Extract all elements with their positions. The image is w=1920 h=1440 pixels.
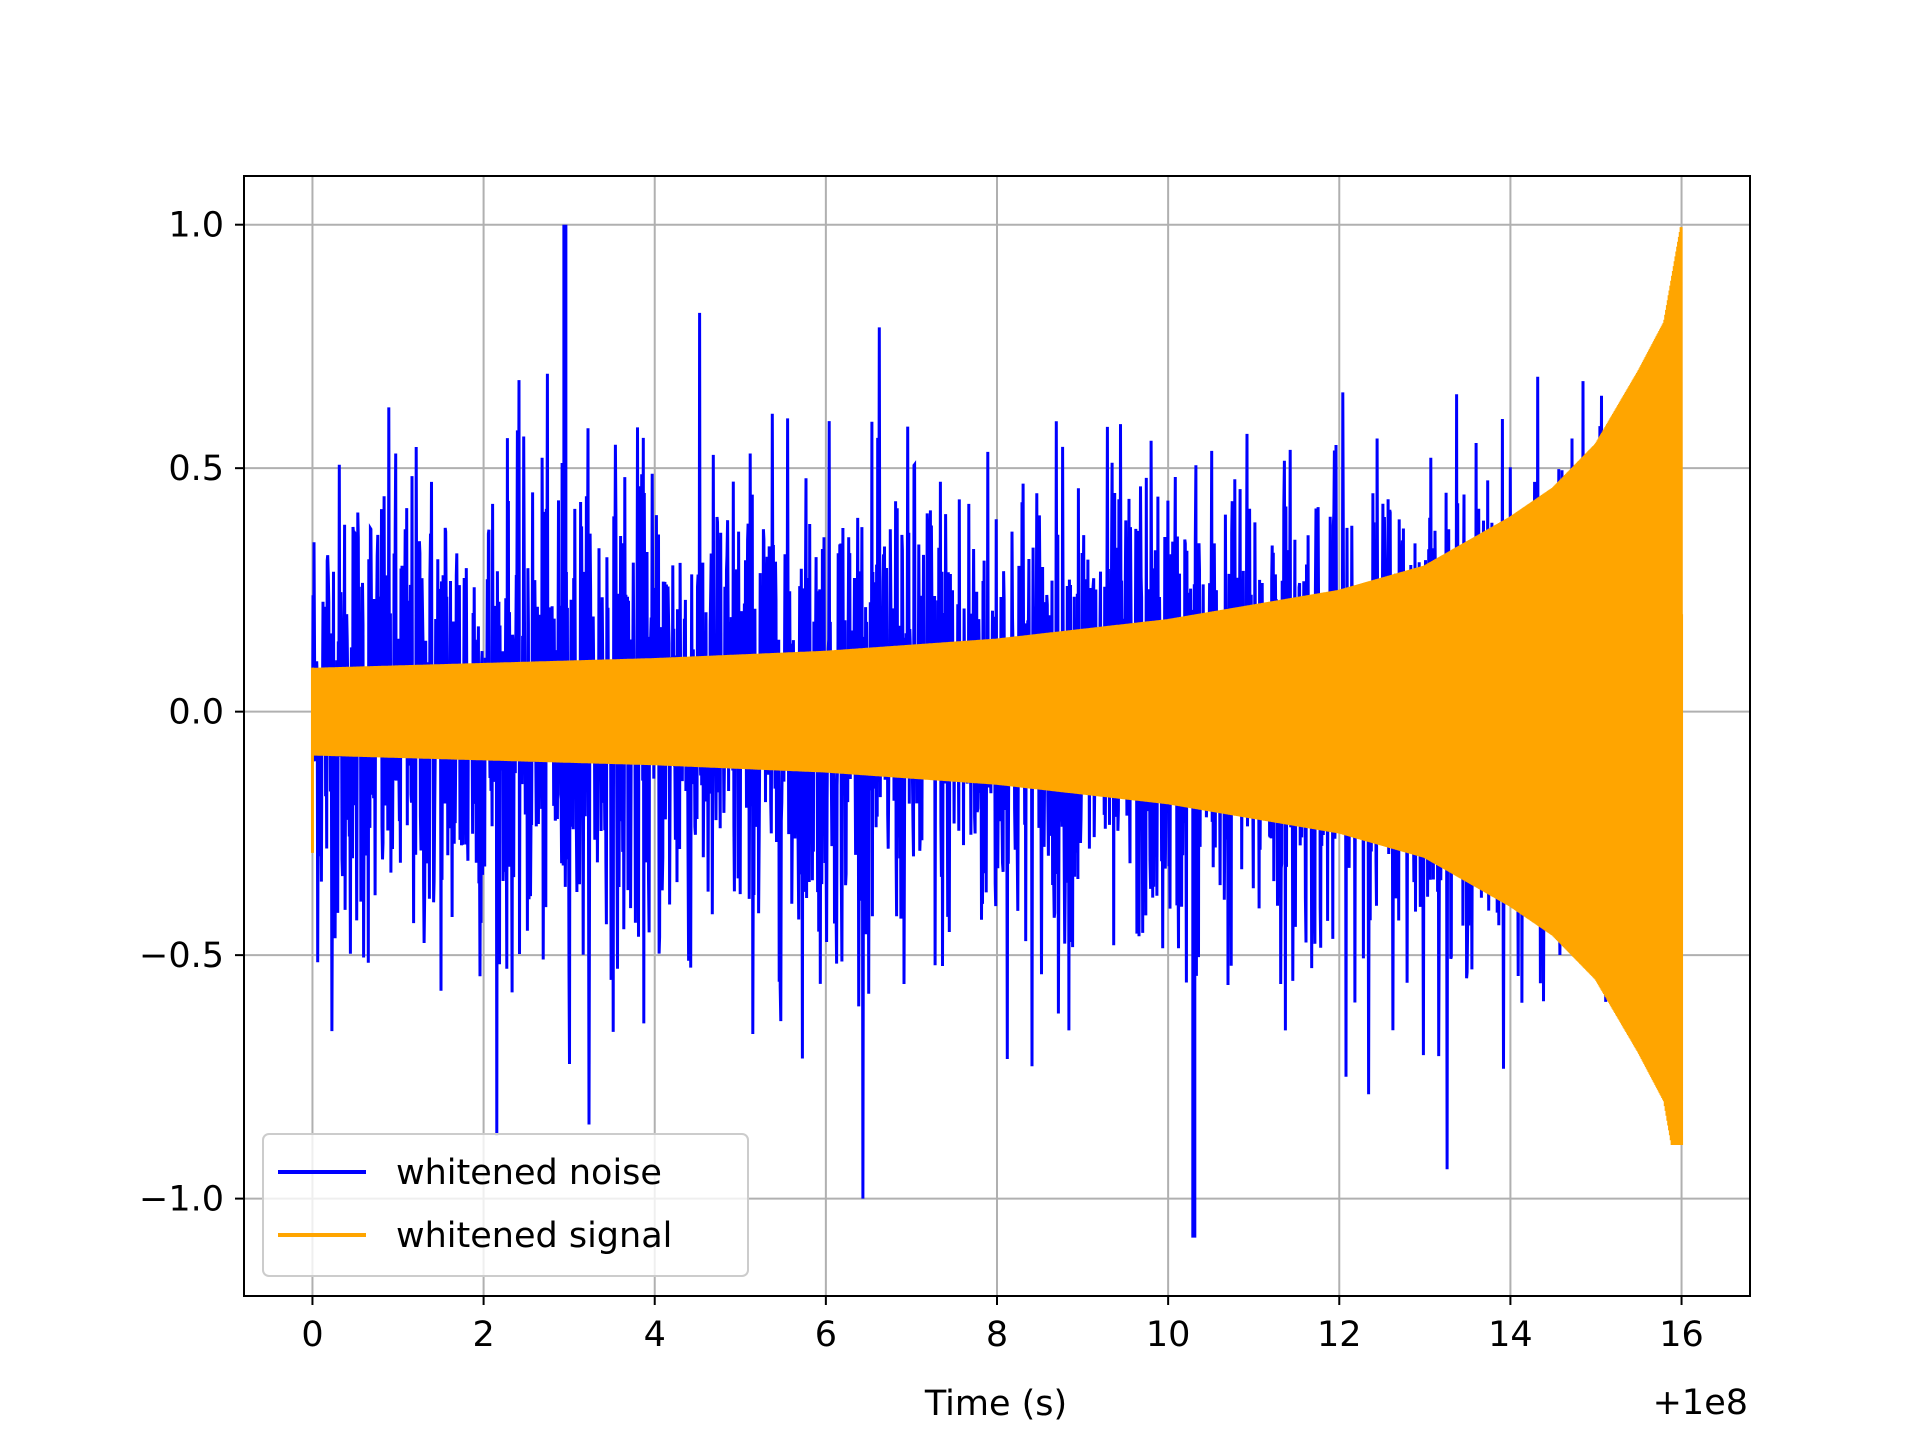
x-tick-label: 10 <box>1146 1315 1191 1355</box>
x-axis-label: Time (s) <box>924 1384 1067 1424</box>
y-tick-label: 1.0 <box>168 206 224 246</box>
legend-box <box>262 1133 749 1277</box>
legend-label-whitened-signal: whitened signal <box>396 1216 672 1256</box>
x-tick-label: 6 <box>815 1315 837 1355</box>
x-tick-label: 4 <box>644 1315 666 1355</box>
x-tick-label: 8 <box>986 1315 1008 1355</box>
series-line-whitened-signal <box>310 227 1684 1146</box>
x-offset-label: +1e8 <box>1653 1383 1748 1423</box>
legend: whitened noise whitened signal <box>262 1133 749 1277</box>
x-tick-label: 0 <box>301 1315 323 1355</box>
y-tick-label: 0.5 <box>168 449 224 489</box>
y-tick-label: 0.0 <box>168 693 224 733</box>
legend-label-whitened-noise: whitened noise <box>396 1153 662 1193</box>
x-tick-label: 2 <box>472 1315 494 1355</box>
y-tick-label: −0.5 <box>139 936 224 976</box>
series <box>310 224 1684 1238</box>
x-tick-label: 14 <box>1488 1315 1533 1355</box>
x-tick-label: 12 <box>1317 1315 1362 1355</box>
axis-ticks: 0 2 4 6 8 10 12 14 16 1.0 0.5 0.0 −0.5 −1.0 <box>139 206 1704 1355</box>
y-tick-label: −1.0 <box>139 1180 224 1220</box>
x-tick-label: 16 <box>1659 1315 1704 1355</box>
